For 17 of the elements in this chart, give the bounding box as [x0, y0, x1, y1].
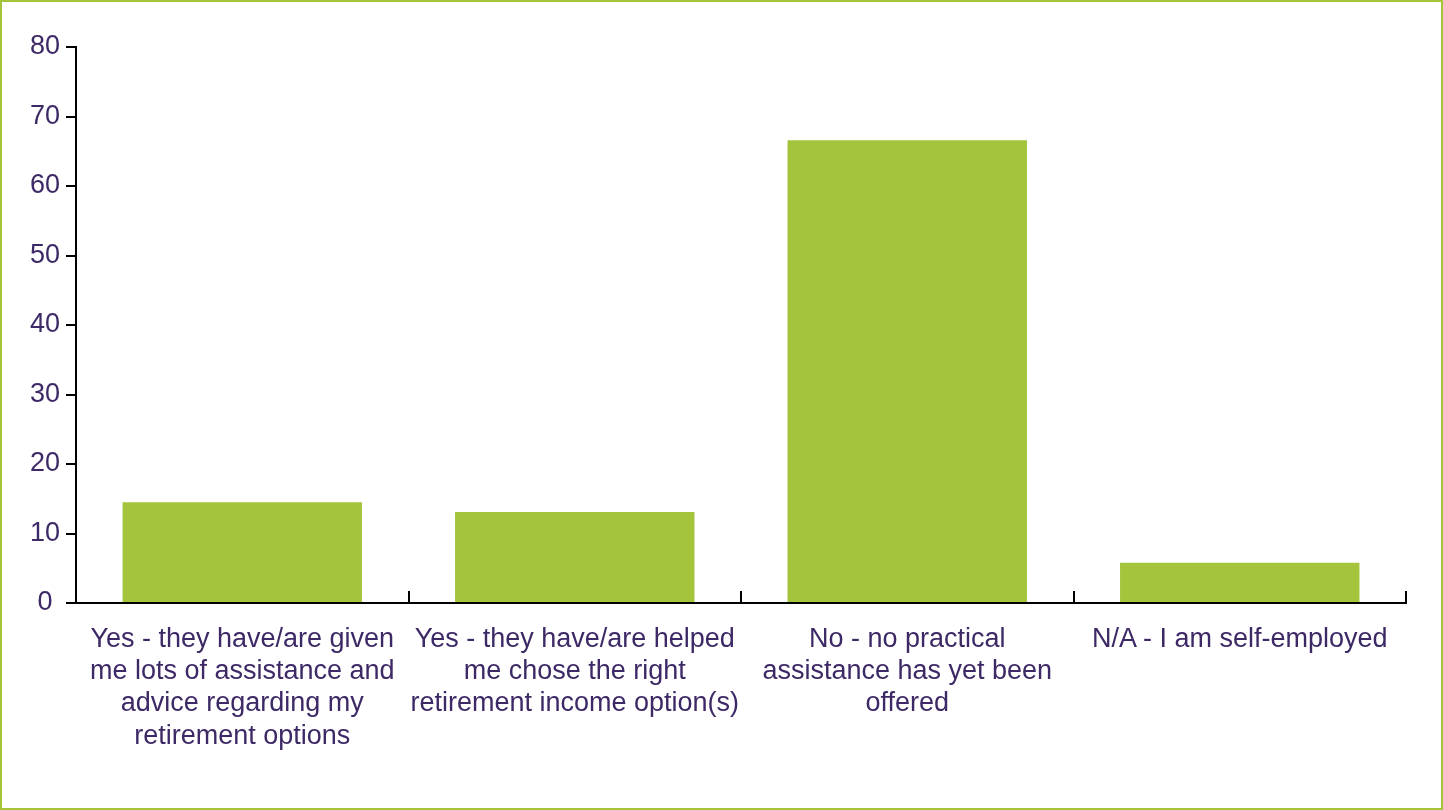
y-tick-label: 20	[29, 447, 61, 478]
y-tick-label: 40	[29, 308, 61, 339]
x-tick-label: Yes - they have/are helped me chose the right retirement income option(s)	[410, 622, 740, 718]
y-tick-label: 80	[29, 30, 61, 61]
bar	[787, 140, 1027, 602]
y-tick-label: 50	[29, 238, 61, 269]
x-tick-label: N/A - I am self-employed	[1091, 622, 1388, 653]
bar	[455, 511, 695, 602]
y-tick-label: 0	[37, 586, 53, 617]
y-tick-label: 30	[29, 377, 61, 408]
y-tick-label: 10	[29, 516, 61, 547]
y-tick-label: 70	[29, 99, 61, 130]
x-tick-label: Yes - they have/are given me lots of assistance and advice regarding my retirement options	[89, 622, 395, 750]
y-tick-label: 60	[29, 169, 61, 200]
bar	[1120, 562, 1360, 602]
bar	[122, 502, 362, 602]
x-tick-label: No - no practical assistance has yet been offered	[762, 622, 1053, 718]
